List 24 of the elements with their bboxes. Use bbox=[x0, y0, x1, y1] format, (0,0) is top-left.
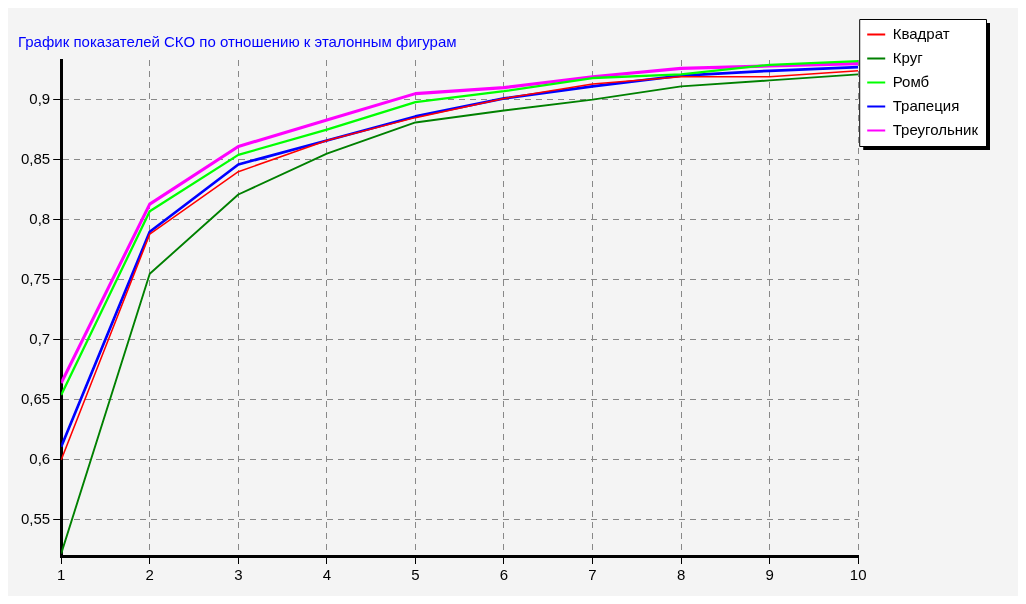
chart-title: График показателей СКО по отношению к эталонным фигурам bbox=[18, 33, 457, 51]
legend-label: Трапеция bbox=[892, 96, 960, 114]
y-tick-label: 0,85 bbox=[20, 149, 51, 167]
y-tick-label: 0,55 bbox=[20, 510, 51, 528]
x-tick-label: 9 bbox=[765, 566, 774, 584]
x-tick-label: 1 bbox=[57, 566, 66, 584]
y-tick-label: 0,75 bbox=[20, 269, 51, 287]
y-tick-label: 0,8 bbox=[29, 209, 51, 227]
x-tick-label: 7 bbox=[588, 566, 597, 584]
x-tick-label: 6 bbox=[499, 566, 509, 584]
x-tick-label: 2 bbox=[145, 566, 154, 584]
legend-label: Квадрат bbox=[892, 24, 950, 42]
y-tick-label: 0,7 bbox=[29, 329, 51, 347]
y-tick-label: 0,6 bbox=[29, 450, 51, 468]
legend-label: Ромб bbox=[892, 72, 930, 90]
x-tick-label: 5 bbox=[411, 566, 420, 584]
y-tick-label: 0,9 bbox=[29, 89, 51, 107]
x-tick-label: 3 bbox=[234, 566, 243, 584]
y-tick-label: 0,65 bbox=[20, 390, 51, 408]
x-tick-label: 8 bbox=[676, 566, 686, 584]
x-tick-label: 4 bbox=[322, 566, 332, 584]
x-tick-label: 10 bbox=[849, 566, 867, 584]
legend-label: Треугольник bbox=[892, 120, 979, 138]
legend-label: Круг bbox=[892, 48, 924, 66]
